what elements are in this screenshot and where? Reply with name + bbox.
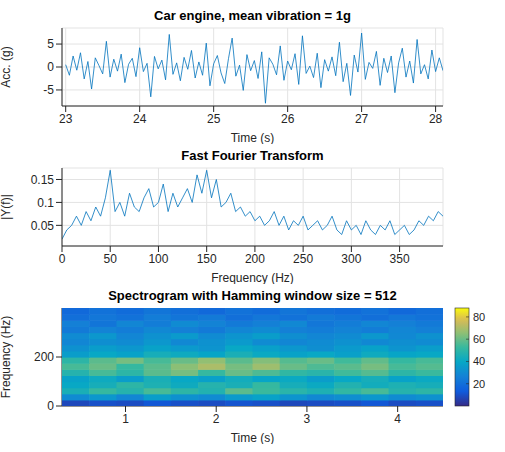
svg-text:1: 1: [122, 412, 129, 426]
svg-text:250: 250: [293, 252, 313, 266]
svg-text:0.05: 0.05: [31, 219, 55, 233]
svg-text:100: 100: [148, 252, 168, 266]
html-text:Car engine, mean vibration = 1: Car engine, mean vibration = 1g: [154, 8, 351, 23]
html-text:Fast Fourier Transform: Fast Fourier Transform: [181, 148, 324, 163]
svg-text:200: 200: [34, 350, 54, 364]
svg-text:350: 350: [390, 252, 410, 266]
svg-text:20: 20: [473, 378, 485, 390]
svg-text:5: 5: [47, 37, 54, 51]
svg-text:0.1: 0.1: [37, 196, 54, 210]
svg-text:23: 23: [59, 112, 73, 126]
svg-text:0: 0: [59, 252, 66, 266]
svg-text:0: 0: [47, 60, 54, 74]
svg-text:Frequency (Hz): Frequency (Hz): [0, 316, 13, 399]
svg-text:2: 2: [213, 412, 220, 426]
html-text:Spectrogram with Hamming windo: Spectrogram with Hamming window size = 5…: [108, 288, 397, 303]
svg-text:0.15: 0.15: [31, 173, 55, 187]
svg-text:24: 24: [133, 112, 147, 126]
svg-text:4: 4: [394, 412, 401, 426]
svg-text:200: 200: [245, 252, 265, 266]
svg-text:Acc. (g): Acc. (g): [0, 46, 13, 87]
svg-text:28: 28: [429, 112, 443, 126]
svg-text:300: 300: [341, 252, 361, 266]
svg-text:50: 50: [104, 252, 118, 266]
svg-text:60: 60: [473, 333, 485, 345]
svg-text:0: 0: [47, 399, 54, 413]
svg-text:27: 27: [355, 112, 369, 126]
svg-text:3: 3: [304, 412, 311, 426]
svg-text:40: 40: [473, 355, 485, 367]
svg-text:-5: -5: [43, 83, 54, 97]
svg-text:Time (s): Time (s): [231, 431, 275, 444]
svg-text:26: 26: [281, 112, 295, 126]
svg-text:Frequency (Hz): Frequency (Hz): [211, 271, 294, 284]
svg-text:Time (s): Time (s): [231, 131, 275, 144]
svg-text:25: 25: [207, 112, 221, 126]
svg-text:|Y(f)|: |Y(f)|: [0, 194, 13, 220]
svg-text:80: 80: [473, 311, 485, 323]
svg-text:150: 150: [197, 252, 217, 266]
